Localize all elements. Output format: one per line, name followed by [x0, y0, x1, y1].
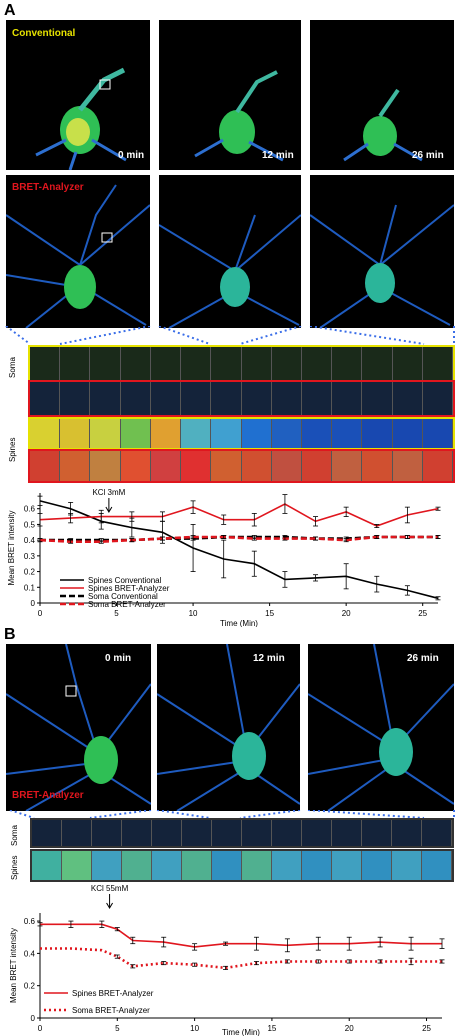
chart-a-legend-label-1: Spines BRET-Analyzer [88, 584, 170, 593]
chart-b-legend-label-1: Soma BRET-Analyzer [72, 1006, 150, 1015]
strip-spines-conventional [28, 417, 455, 450]
micrograph-a-bret-12 [159, 175, 301, 328]
chart-a-legend-label-3: Soma BRET-Analyzer [88, 600, 166, 609]
label-bret-analyzer-a: BRET-Analyzer [12, 182, 84, 193]
chart-b-xtick-label-3: 15 [267, 1024, 276, 1033]
chart-b-ytick-label-1: 0.2 [24, 982, 36, 991]
chart-b-annotation-arrow-head [106, 902, 114, 909]
chart-a: 0 0.1 0.2 0.3 0.4 0.5 0.6 0 5 10 15 20 25 Time (Min) M… [7, 488, 441, 627]
side-label-soma-a: Soma [8, 357, 17, 378]
chart-a-xtick-label-0: 0 [38, 609, 43, 618]
chart-a-xtick-label-3: 15 [265, 609, 274, 618]
panel-b-letter: B [4, 626, 16, 643]
chart-b: 0 0.2 0.4 0.6 0 5 10 15 20 25 Time (Min) Mean BRET … [9, 885, 445, 1036]
time-label-a1-26: 26 min [412, 150, 444, 161]
micrograph-a-bret-26 [310, 175, 454, 328]
micrograph-b-26 [308, 644, 454, 811]
chart-b-ylabel: Mean BRET intensity [9, 928, 18, 1003]
chart-a-ytick-label-1: 0.1 [24, 583, 36, 592]
strip-spines-b [30, 849, 454, 882]
panel-a-letter: A [4, 2, 16, 19]
chart-b-xtick-label-2: 10 [190, 1024, 199, 1033]
chart-b-ytick-label-0: 0 [31, 1014, 36, 1023]
strip-soma-bret [28, 380, 455, 417]
time-label-a1-0: 0 min [118, 150, 145, 161]
chart-a-ytick-label-2: 0.2 [24, 568, 36, 577]
micrograph-b-0 [6, 644, 151, 811]
chart-b-xlabel: Time (Min) [222, 1028, 260, 1036]
micrograph-a-conv-0 [6, 20, 150, 170]
strip-soma-b [30, 818, 454, 848]
chart-a-xtick-label-2: 10 [189, 609, 198, 618]
chart-a-legend-label-0: Spines Conventional [88, 576, 162, 585]
chart-b-xtick-label-1: 5 [115, 1024, 120, 1033]
strip-soma-conventional [28, 345, 455, 382]
label-bret-analyzer-b: BRET-Analyzer [12, 790, 84, 801]
time-label-b-0: 0 min [105, 653, 132, 664]
micrograph-b-12 [157, 644, 300, 811]
micrograph-a-bret-0 [6, 175, 150, 328]
chart-a-series-line-3 [39, 535, 438, 543]
strip-spines-bret [28, 449, 455, 483]
chart-a-series-line-1 [39, 503, 439, 527]
chart-b-series-line-1 [40, 947, 442, 970]
time-label-b-12: 12 min [253, 653, 285, 664]
chart-a-xlabel: Time (Min) [220, 619, 258, 627]
chart-a-ytick-label-5: 0.5 [24, 520, 36, 529]
chart-a-xtick-label-1: 5 [114, 609, 119, 618]
chart-a-ytick-label-6: 0.6 [24, 505, 36, 514]
chart-b-xtick-label-0: 0 [38, 1024, 43, 1033]
side-label-spines-a: Spines [8, 437, 17, 462]
chart-b-ytick-label-2: 0.4 [24, 949, 36, 958]
chart-a-legend-label-2: Soma Conventional [88, 592, 158, 601]
chart-a-xtick-label-4: 20 [342, 609, 351, 618]
chart-b-ytick-label-3: 0.6 [24, 917, 36, 926]
side-label-soma-b: Soma [10, 825, 19, 846]
chart-a-annotation-label: KCl 3mM [92, 488, 125, 497]
chart-a-xtick-label-5: 25 [418, 609, 427, 618]
chart-a-ytick-label-4: 0.4 [24, 536, 36, 545]
chart-b-annotation-label: KCl 55mM [91, 885, 129, 893]
time-label-b-26: 26 min [407, 653, 439, 664]
time-label-a1-12: 12 min [262, 150, 294, 161]
micrograph-a-conv-26 [310, 20, 454, 170]
chart-a-annotation-arrow-head [105, 506, 113, 513]
chart-a-ytick-label-3: 0.3 [24, 552, 36, 561]
chart-a-series-line-0 [39, 500, 439, 600]
chart-b-legend-label-0: Spines BRET-Analyzer [72, 989, 154, 998]
micrograph-a-conv-12 [159, 20, 301, 170]
chart-a-ytick-label-0: 0 [31, 599, 36, 608]
chart-b-xtick-label-5: 25 [422, 1024, 431, 1033]
side-label-spines-b: Spines [10, 855, 19, 880]
label-conventional: Conventional [12, 28, 76, 39]
chart-b-xtick-label-4: 20 [345, 1024, 354, 1033]
connector-lines-b [9, 810, 455, 819]
connector-lines-a [5, 326, 455, 345]
chart-a-ylabel: Mean BRET intensity [7, 511, 16, 586]
